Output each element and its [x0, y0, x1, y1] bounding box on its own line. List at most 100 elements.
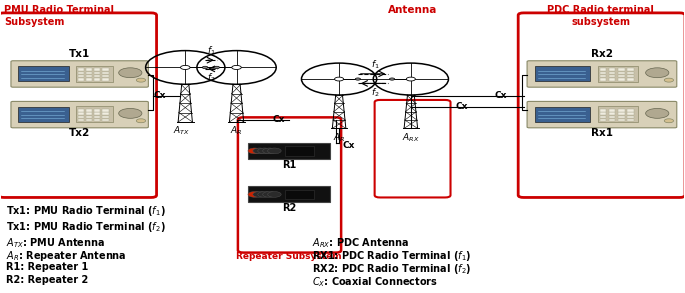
- Text: $A_{RX}$: PDC Antenna: $A_{RX}$: PDC Antenna: [312, 236, 409, 250]
- Text: $f_1$: $f_1$: [371, 58, 379, 71]
- Text: Tx2: Tx2: [68, 128, 90, 138]
- Circle shape: [258, 192, 271, 197]
- Circle shape: [334, 77, 344, 81]
- Circle shape: [253, 192, 266, 197]
- Bar: [535, 66, 590, 81]
- Bar: [102, 72, 109, 74]
- Bar: [102, 112, 109, 115]
- Bar: [94, 69, 100, 71]
- Bar: [618, 109, 625, 112]
- Bar: [627, 119, 634, 121]
- Bar: [618, 72, 625, 74]
- Bar: [627, 69, 634, 71]
- Bar: [618, 75, 625, 77]
- Text: Cx: Cx: [494, 91, 507, 100]
- Bar: [18, 66, 69, 81]
- Bar: [102, 78, 109, 81]
- Text: Tx1: PMU Radio Terminal ($f_1$): Tx1: PMU Radio Terminal ($f_1$): [6, 204, 166, 218]
- Bar: [86, 72, 92, 74]
- Bar: [535, 107, 590, 122]
- Circle shape: [263, 192, 276, 197]
- Bar: [599, 109, 606, 112]
- Circle shape: [248, 148, 262, 154]
- Bar: [77, 109, 84, 112]
- Circle shape: [119, 108, 142, 118]
- Bar: [77, 119, 84, 121]
- Circle shape: [258, 148, 271, 154]
- Text: PDC Radio terminal
subsystem: PDC Radio terminal subsystem: [547, 5, 654, 27]
- Bar: [618, 112, 625, 115]
- Bar: [599, 78, 606, 81]
- FancyBboxPatch shape: [518, 13, 685, 197]
- FancyBboxPatch shape: [0, 13, 157, 197]
- Circle shape: [232, 65, 241, 69]
- Bar: [599, 69, 606, 71]
- Circle shape: [136, 119, 146, 123]
- Bar: [609, 69, 615, 71]
- Bar: [597, 106, 638, 122]
- Bar: [609, 119, 615, 121]
- Bar: [86, 78, 92, 81]
- Bar: [599, 112, 606, 115]
- Text: Antenna: Antenna: [388, 5, 437, 15]
- FancyBboxPatch shape: [527, 101, 677, 128]
- Bar: [599, 115, 606, 118]
- Text: Tx1: Tx1: [68, 49, 90, 59]
- Circle shape: [181, 65, 190, 69]
- Bar: [609, 109, 615, 112]
- Text: Rx1: Rx1: [590, 128, 612, 138]
- Bar: [627, 72, 634, 74]
- Text: PMU Radio Terminal
Subsystem: PMU Radio Terminal Subsystem: [4, 5, 114, 27]
- Circle shape: [214, 66, 219, 69]
- Text: $A_R$: $A_R$: [230, 125, 242, 137]
- Bar: [75, 66, 113, 82]
- Circle shape: [664, 78, 673, 82]
- Bar: [94, 72, 100, 74]
- Text: R1: Repeater 1: R1: Repeater 1: [6, 262, 88, 272]
- Text: $A_R$: $A_R$: [333, 131, 345, 144]
- Bar: [18, 107, 69, 122]
- Bar: [618, 115, 625, 118]
- Bar: [86, 112, 92, 115]
- Bar: [86, 75, 92, 77]
- Text: $A_R$: Repeater Antenna: $A_R$: Repeater Antenna: [6, 249, 127, 263]
- Bar: [75, 106, 113, 122]
- Circle shape: [136, 78, 146, 82]
- Bar: [102, 75, 109, 77]
- Circle shape: [253, 148, 266, 154]
- Bar: [285, 190, 314, 199]
- Bar: [94, 75, 100, 77]
- Bar: [609, 78, 615, 81]
- Bar: [77, 78, 84, 81]
- Bar: [102, 119, 109, 121]
- Bar: [627, 78, 634, 81]
- FancyBboxPatch shape: [11, 101, 149, 128]
- Bar: [86, 119, 92, 121]
- Bar: [102, 115, 109, 118]
- Text: $A_{RX}$: $A_{RX}$: [402, 131, 420, 144]
- Bar: [94, 112, 100, 115]
- Bar: [94, 119, 100, 121]
- Text: Cx: Cx: [272, 115, 284, 124]
- Bar: [609, 115, 615, 118]
- Text: Cx: Cx: [456, 102, 468, 111]
- Bar: [86, 109, 92, 112]
- Bar: [599, 119, 606, 121]
- Bar: [94, 109, 100, 112]
- Bar: [77, 112, 84, 115]
- Text: Rx2: Rx2: [590, 49, 612, 59]
- Text: Tx1: PMU Radio Terminal ($f_2$): Tx1: PMU Radio Terminal ($f_2$): [6, 220, 166, 234]
- Circle shape: [646, 68, 669, 78]
- Text: $f_1$: $f_1$: [207, 45, 215, 57]
- FancyBboxPatch shape: [11, 61, 149, 87]
- Bar: [627, 75, 634, 77]
- Bar: [618, 69, 625, 71]
- Circle shape: [263, 148, 276, 154]
- Text: R1: R1: [282, 160, 297, 170]
- Bar: [609, 75, 615, 77]
- Bar: [618, 119, 625, 121]
- Bar: [77, 72, 84, 74]
- Circle shape: [406, 77, 415, 81]
- FancyBboxPatch shape: [238, 117, 341, 253]
- Circle shape: [268, 148, 281, 154]
